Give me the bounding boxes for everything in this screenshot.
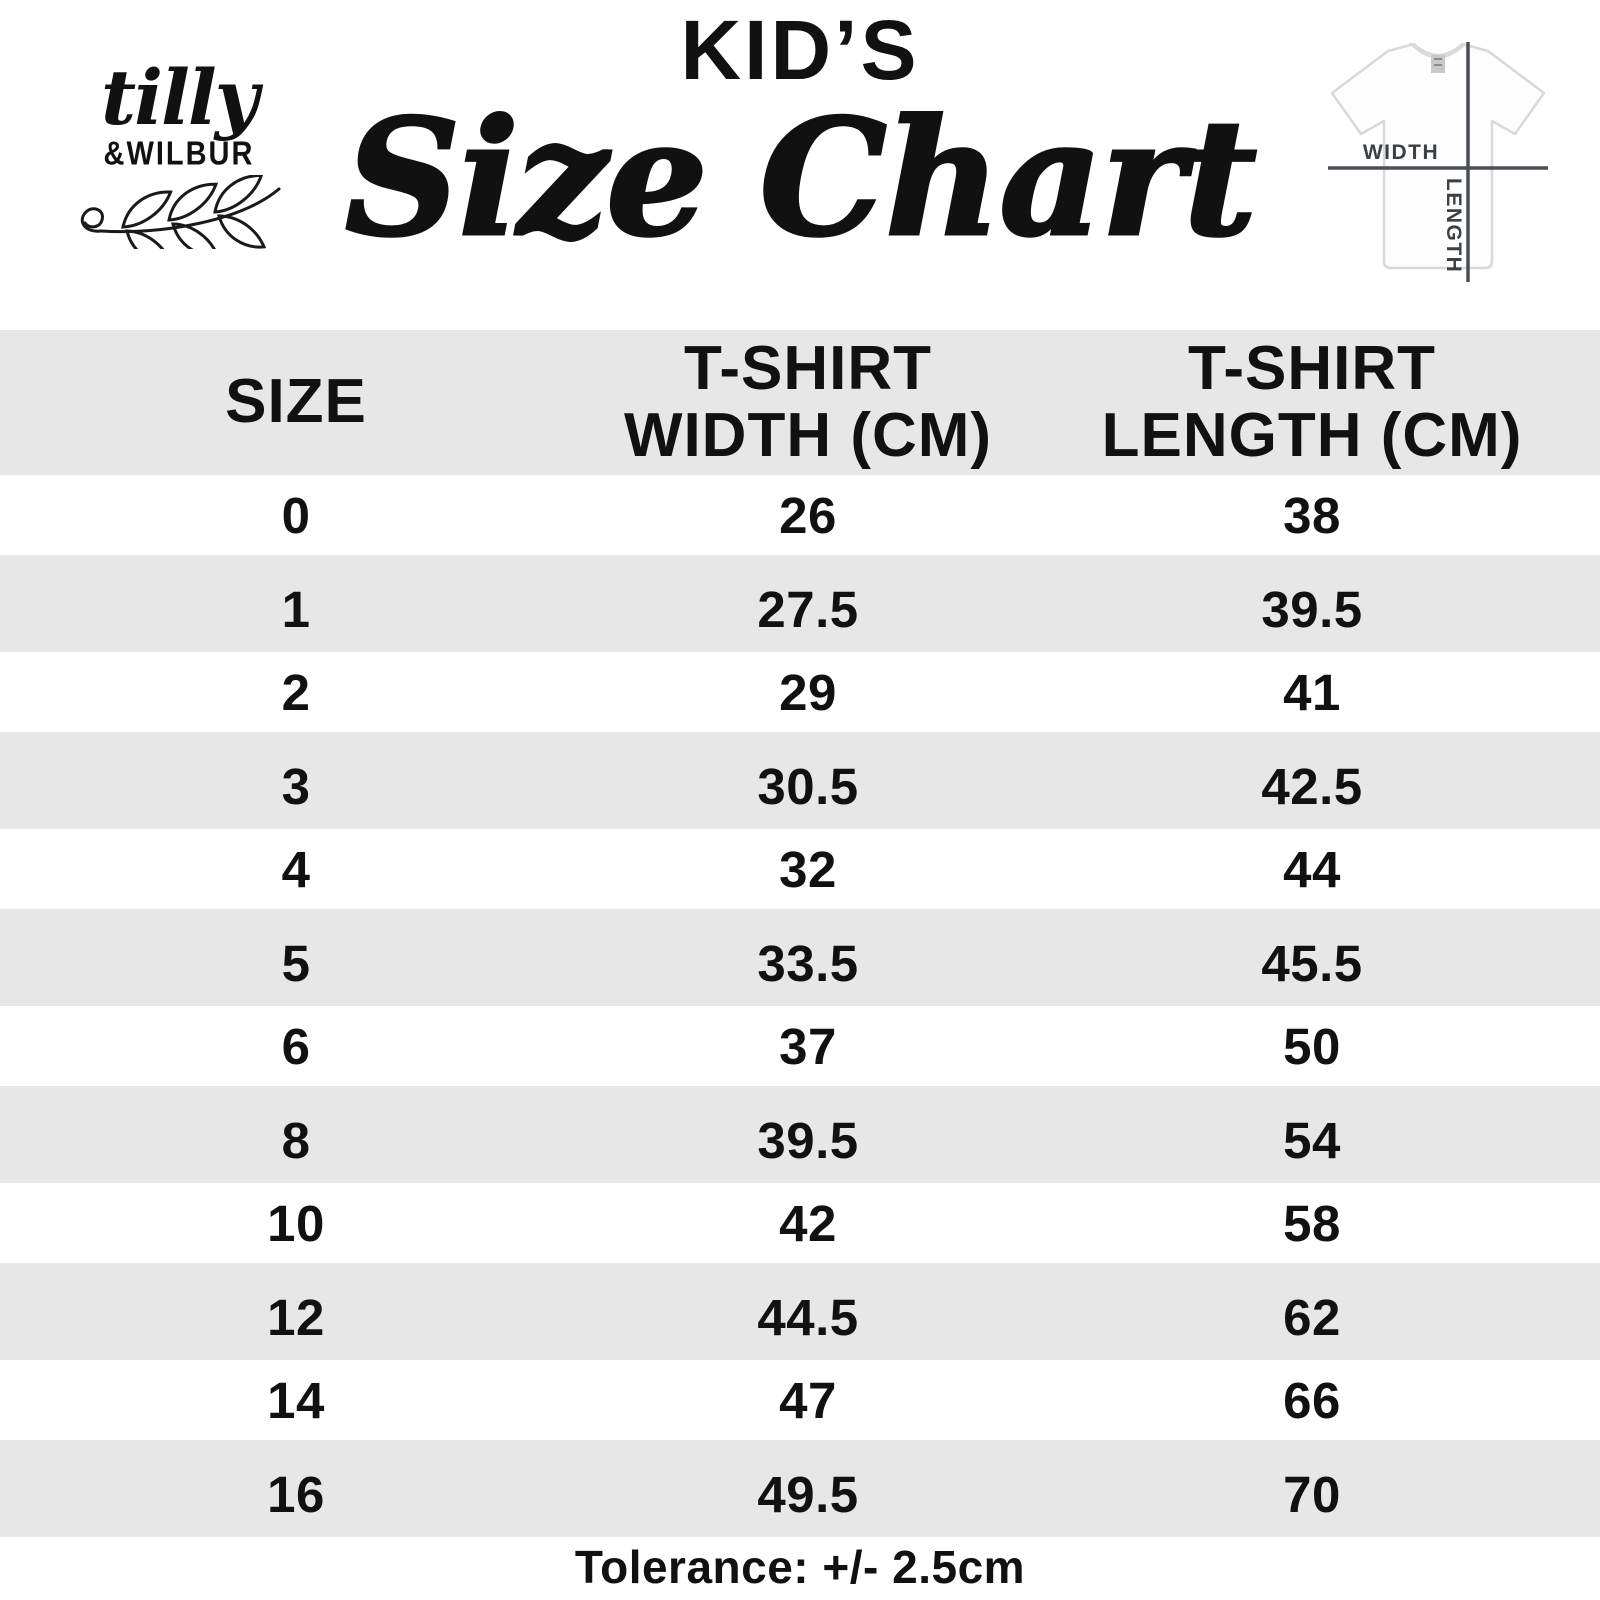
table-row: 16 49.5 70	[0, 1440, 1600, 1537]
table-header-row: SIZE T-SHIRT WIDTH (CM) T-SHIRT LENGTH (…	[0, 330, 1600, 475]
table-row: 6 37 50	[0, 1006, 1600, 1086]
size-cell: 3	[281, 758, 311, 815]
table-row: 1 27.5 39.5	[0, 555, 1600, 652]
table-body: 0 26 38 1 27.5 39.5 2 29 41 3 30.5 42.5 4 32 44 5 33.5 45…	[0, 475, 1600, 1537]
size-cell: 1	[281, 581, 311, 638]
column-header-width: T-SHIRT WIDTH (CM)	[623, 334, 993, 470]
size-cell: 4	[281, 840, 311, 898]
size-cell: 10	[267, 1194, 325, 1252]
size-cell: 2	[281, 663, 311, 721]
size-cell: 5	[281, 935, 311, 992]
column-header-length: T-SHIRT LENGTH (CM)	[1101, 334, 1523, 470]
size-cell: 0	[281, 486, 311, 544]
width-cell: 32	[779, 840, 837, 898]
width-cell: 27.5	[757, 581, 859, 638]
length-cell: 62	[1283, 1289, 1341, 1346]
length-cell: 66	[1283, 1371, 1341, 1429]
column-header-size: SIZE	[225, 367, 367, 437]
table-row: 3 30.5 42.5	[0, 732, 1600, 829]
page-title: Size Chart	[343, 84, 1258, 272]
table-row: 4 32 44	[0, 829, 1600, 909]
brand-logo: tilly &WILBUR	[64, 60, 294, 249]
length-cell: 44	[1283, 840, 1341, 898]
size-cell: 8	[281, 1112, 311, 1169]
width-cell: 30.5	[757, 758, 859, 815]
width-cell: 26	[779, 486, 837, 544]
length-cell: 42.5	[1261, 758, 1363, 815]
width-cell: 39.5	[757, 1112, 859, 1169]
width-cell: 42	[779, 1194, 837, 1252]
brand-name-caps: &WILBUR	[103, 135, 255, 173]
width-cell: 29	[779, 663, 837, 721]
size-cell: 14	[267, 1371, 325, 1429]
laurel-branch-icon	[80, 175, 281, 249]
length-cell: 70	[1283, 1466, 1341, 1523]
length-cell: 50	[1283, 1017, 1341, 1075]
length-label: LENGTH	[1442, 178, 1465, 273]
length-cell: 41	[1283, 663, 1341, 721]
table-row: 10 42 58	[0, 1183, 1600, 1263]
width-label: WIDTH	[1363, 141, 1439, 164]
tolerance-note: Tolerance: +/- 2.5cm	[574, 1541, 1026, 1593]
width-cell: 33.5	[757, 935, 859, 992]
size-cell: 16	[267, 1466, 325, 1523]
brand-name-script: tilly	[101, 53, 259, 142]
page-kicker: KID’S	[680, 3, 920, 97]
tshirt-measurement-diagram: WIDTH LENGTH	[1328, 42, 1548, 282]
length-cell: 38	[1283, 486, 1341, 544]
size-cell: 6	[281, 1017, 311, 1075]
length-cell: 54	[1283, 1112, 1341, 1169]
table-row: 5 33.5 45.5	[0, 909, 1600, 1006]
table-row: 0 26 38	[0, 475, 1600, 555]
width-cell: 37	[779, 1017, 837, 1075]
size-table: SIZE T-SHIRT WIDTH (CM) T-SHIRT LENGTH (…	[0, 330, 1600, 1537]
table-row: 14 47 66	[0, 1360, 1600, 1440]
table-row: 8 39.5 54	[0, 1086, 1600, 1183]
width-cell: 44.5	[757, 1289, 859, 1346]
width-cell: 47	[779, 1371, 837, 1429]
table-row: 2 29 41	[0, 652, 1600, 732]
size-cell: 12	[267, 1289, 325, 1346]
length-cell: 45.5	[1261, 935, 1363, 992]
table-row: 12 44.5 62	[0, 1263, 1600, 1360]
tshirt-shape	[1330, 42, 1546, 270]
length-cell: 58	[1283, 1194, 1341, 1252]
length-cell: 39.5	[1261, 581, 1363, 638]
width-cell: 49.5	[757, 1466, 859, 1523]
measurement-lines	[1328, 42, 1548, 282]
